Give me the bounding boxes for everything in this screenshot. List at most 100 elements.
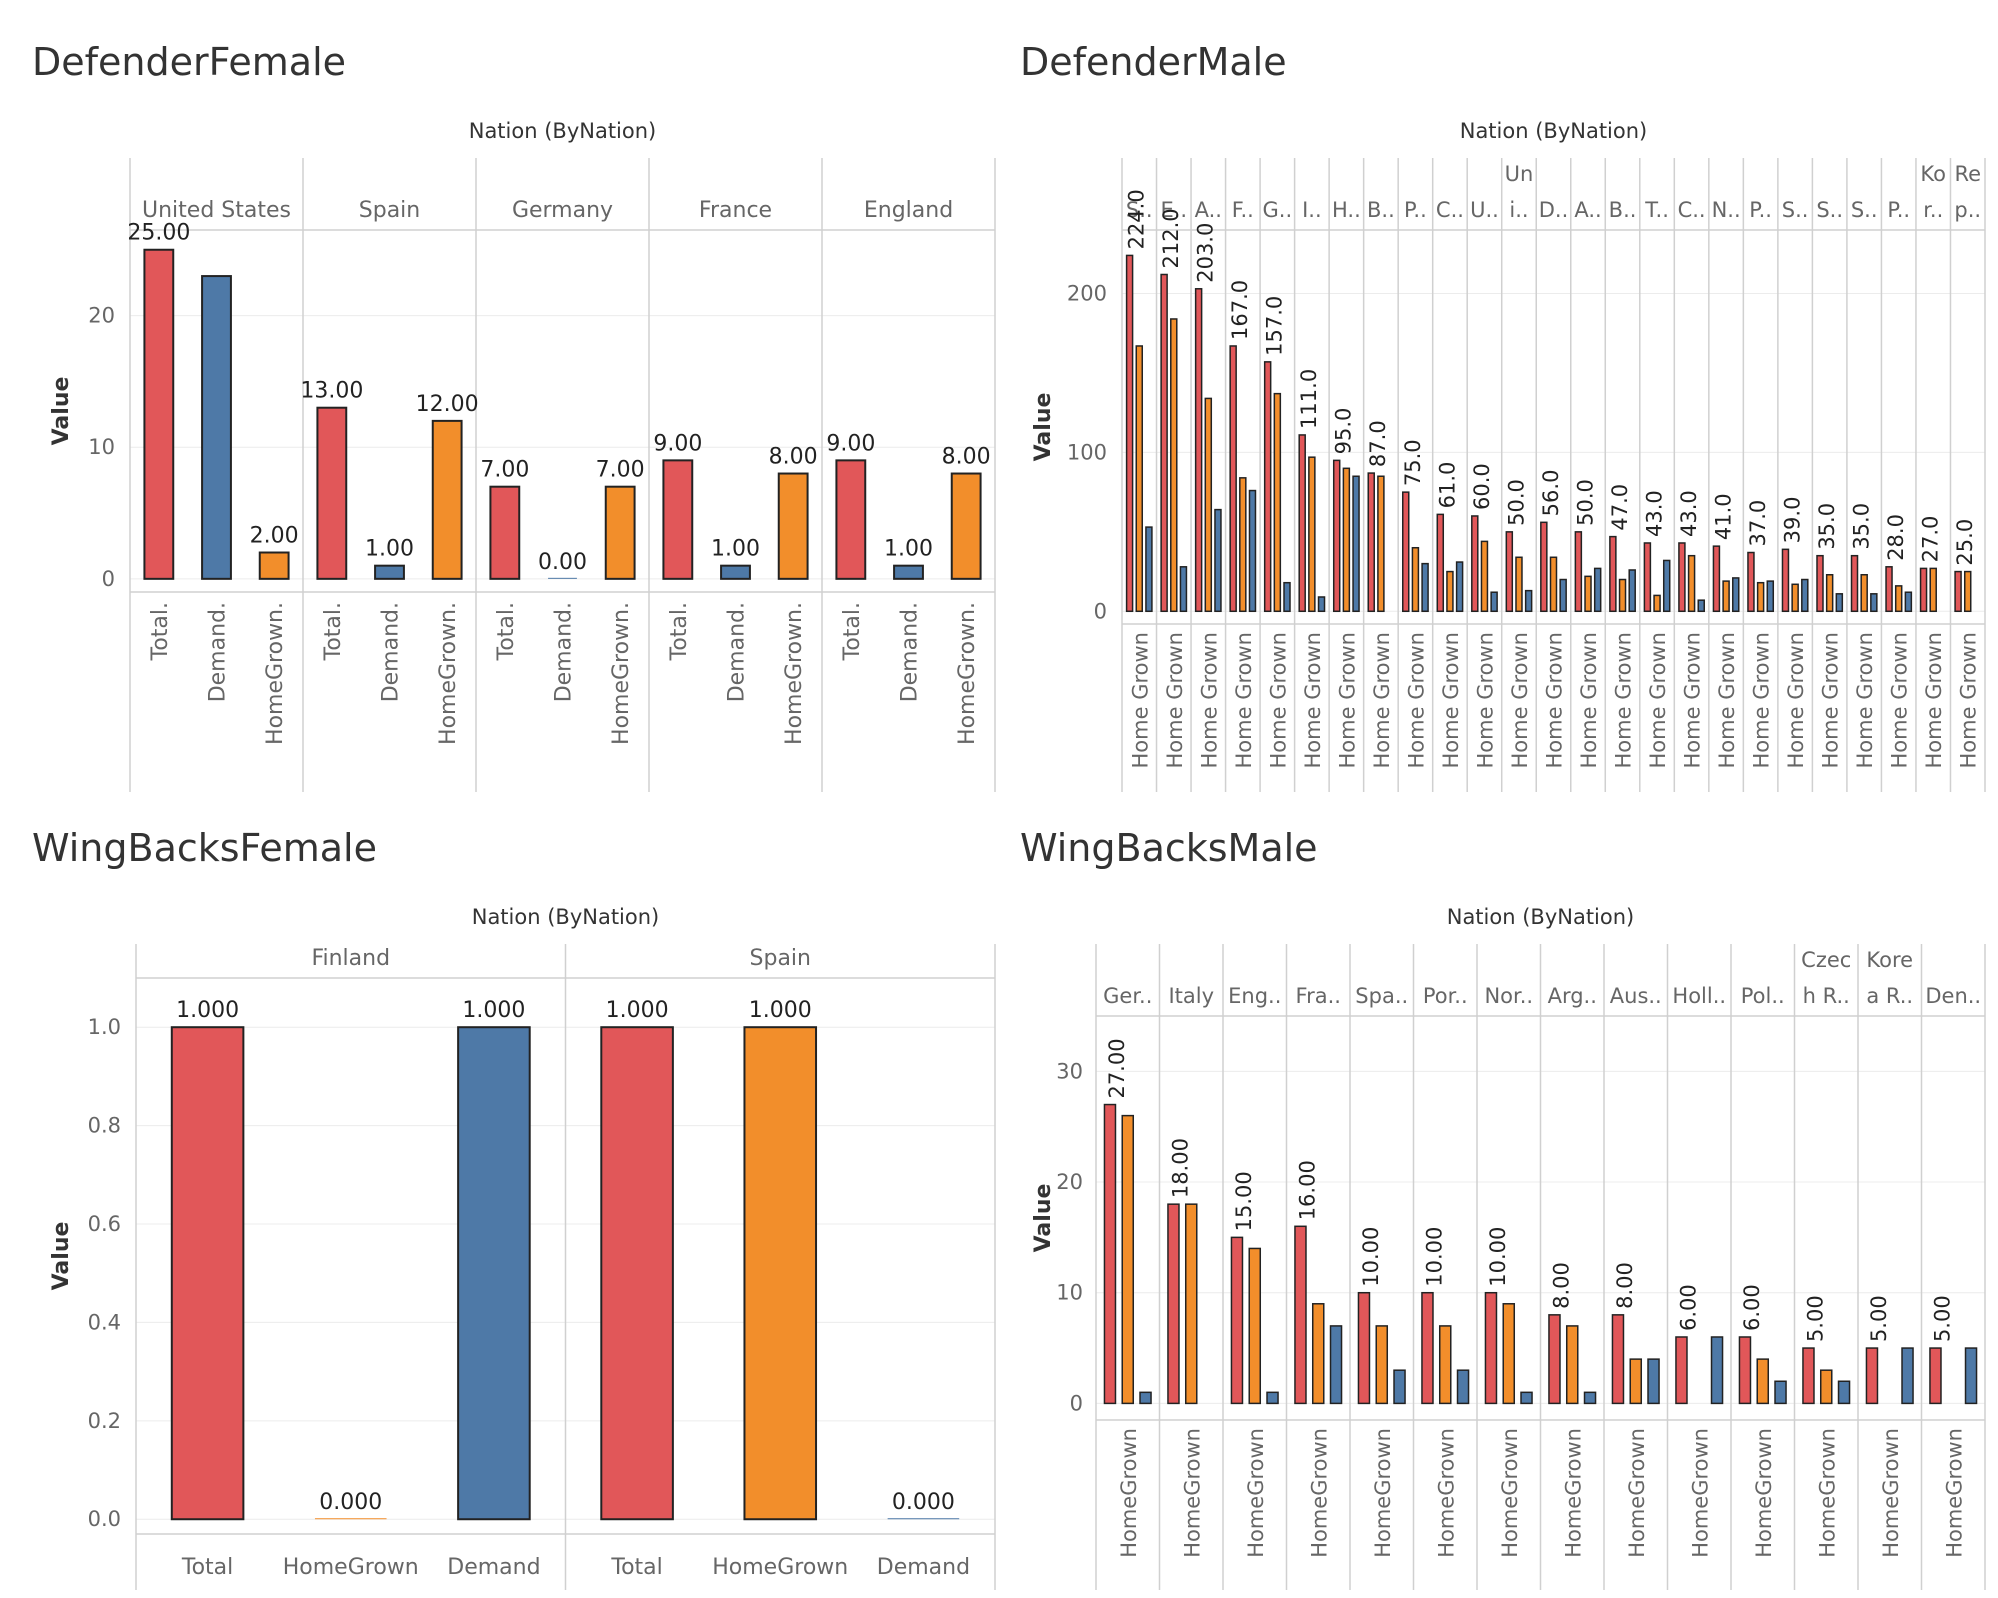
- category-label: Home Grown: [1335, 632, 1359, 768]
- group-name: Spain: [750, 946, 811, 971]
- data-label: 75.0: [1401, 439, 1425, 486]
- bar: [548, 577, 577, 579]
- bar: [1816, 554, 1824, 613]
- data-label: 7.00: [596, 458, 645, 483]
- group-name: N..: [1712, 198, 1741, 222]
- category-label: HomeGrown: [1180, 1428, 1204, 1558]
- bar: [1609, 535, 1617, 613]
- group-name: Ger..: [1103, 984, 1152, 1008]
- bar: [1125, 254, 1134, 613]
- bar: [1377, 475, 1385, 613]
- data-label: 8.00: [942, 445, 991, 470]
- data-label: 87.0: [1366, 420, 1390, 467]
- group-name: Eng..: [1228, 984, 1281, 1008]
- category-label: Home Grown: [1577, 632, 1601, 768]
- y-tick-label: 10: [1056, 1281, 1083, 1305]
- chart-panel-defender-female: DefenderFemale Nation (ByNation) 0 10 20 Val…: [32, 40, 998, 800]
- bar: [374, 564, 405, 580]
- bar: [1121, 1114, 1135, 1405]
- y-tick-label: 1.0: [88, 1015, 121, 1039]
- bar: [1756, 581, 1765, 613]
- group-name: Pol..: [1741, 984, 1785, 1008]
- bar: [1697, 599, 1705, 613]
- bar: [662, 459, 694, 580]
- category-label: HomeGrown: [1434, 1428, 1458, 1558]
- wingbacks-male-chart: Nation (ByNation) 0 10 20 30 Value Ger.. 27.00 H…: [1031, 905, 1986, 1590]
- data-label: 27.00: [1105, 1038, 1129, 1098]
- y-tick-label: 0.8: [88, 1114, 121, 1138]
- chart-panel-wingbacks-female: WingBacksFemale Nation (ByNation) 0.0 0.2 0…: [32, 826, 998, 1596]
- bar: [1283, 581, 1291, 613]
- bar: [1766, 580, 1775, 613]
- data-label: 0.000: [892, 1490, 955, 1515]
- group-name: Den..: [1925, 984, 1981, 1008]
- defender-female-chart: Nation (ByNation) 0 10 20 Value United States…: [49, 119, 996, 792]
- bar: [1548, 1314, 1561, 1405]
- bar: [1170, 318, 1178, 613]
- data-label: 6.00: [1676, 1284, 1700, 1331]
- bar: [1329, 1325, 1343, 1405]
- bar: [1480, 540, 1489, 613]
- chart-title: DefenderFemale: [32, 40, 347, 84]
- group-name: Spa..: [1355, 984, 1408, 1008]
- bar: [1317, 596, 1326, 613]
- bar: [1230, 1236, 1244, 1405]
- group-name: Germany: [512, 198, 613, 223]
- bar: [457, 1026, 531, 1521]
- category-label: Total: [610, 1555, 662, 1580]
- y-axis-label: Value: [49, 377, 74, 446]
- data-label: 13.00: [300, 379, 363, 404]
- category-label: Demand.: [552, 602, 577, 702]
- chart-title: WingBacksMale: [1020, 826, 1318, 870]
- group-name: B..: [1367, 198, 1395, 222]
- data-label: 1.000: [606, 998, 669, 1023]
- data-label: 10.00: [1486, 1227, 1510, 1287]
- data-label: 5.00: [1930, 1295, 1954, 1342]
- bar: [1710, 1336, 1724, 1405]
- category-label: HomeGrown: [1879, 1428, 1903, 1558]
- bar: [1870, 593, 1878, 613]
- bar: [1135, 345, 1144, 613]
- category-label: Home Grown: [1197, 632, 1221, 768]
- data-label: 60.0: [1470, 463, 1494, 510]
- bar: [1273, 392, 1282, 613]
- group-name: Finland: [311, 946, 390, 971]
- header-label: Nation (ByNation): [1447, 905, 1635, 929]
- bar: [1524, 589, 1533, 613]
- data-label: 95.0: [1332, 408, 1356, 455]
- bar: [1438, 1325, 1452, 1405]
- bar: [1628, 569, 1636, 613]
- data-label: 39.0: [1780, 497, 1804, 544]
- bar: [1298, 434, 1306, 613]
- bar: [1593, 567, 1602, 613]
- category-label: Home Grown: [1232, 632, 1256, 768]
- category-label: HomeGrown.: [955, 602, 980, 745]
- category-label: HomeGrown.: [436, 602, 461, 745]
- group-name: S..: [1126, 198, 1153, 222]
- data-label: 2.00: [250, 524, 299, 549]
- group-name: Spain: [359, 198, 420, 223]
- category-label: HomeGrown.: [263, 602, 288, 745]
- bar: [1837, 1380, 1851, 1405]
- category-label: HomeGrown.: [609, 602, 634, 745]
- bar: [1629, 1358, 1643, 1405]
- group-name: Fra..: [1296, 984, 1341, 1008]
- data-label: 157.0: [1263, 296, 1287, 356]
- category-label: Home Grown: [1715, 632, 1739, 768]
- bar: [835, 459, 867, 580]
- bar: [1894, 585, 1903, 613]
- category-label: Home Grown: [1612, 632, 1636, 768]
- data-label: 16.00: [1295, 1160, 1319, 1220]
- category-label: HomeGrown: [1688, 1428, 1712, 1558]
- bar: [1263, 361, 1272, 613]
- data-label: 1.00: [365, 537, 414, 562]
- category-label: Total.: [840, 602, 865, 661]
- group-name: r..: [1923, 198, 1943, 222]
- category-label: HomeGrown: [1942, 1428, 1966, 1558]
- bar: [1367, 472, 1375, 613]
- category-label: Total: [181, 1555, 233, 1580]
- group-name: United States: [142, 198, 291, 223]
- bar: [1835, 593, 1844, 613]
- data-label: 8.00: [1613, 1262, 1637, 1309]
- bar: [1919, 567, 1928, 613]
